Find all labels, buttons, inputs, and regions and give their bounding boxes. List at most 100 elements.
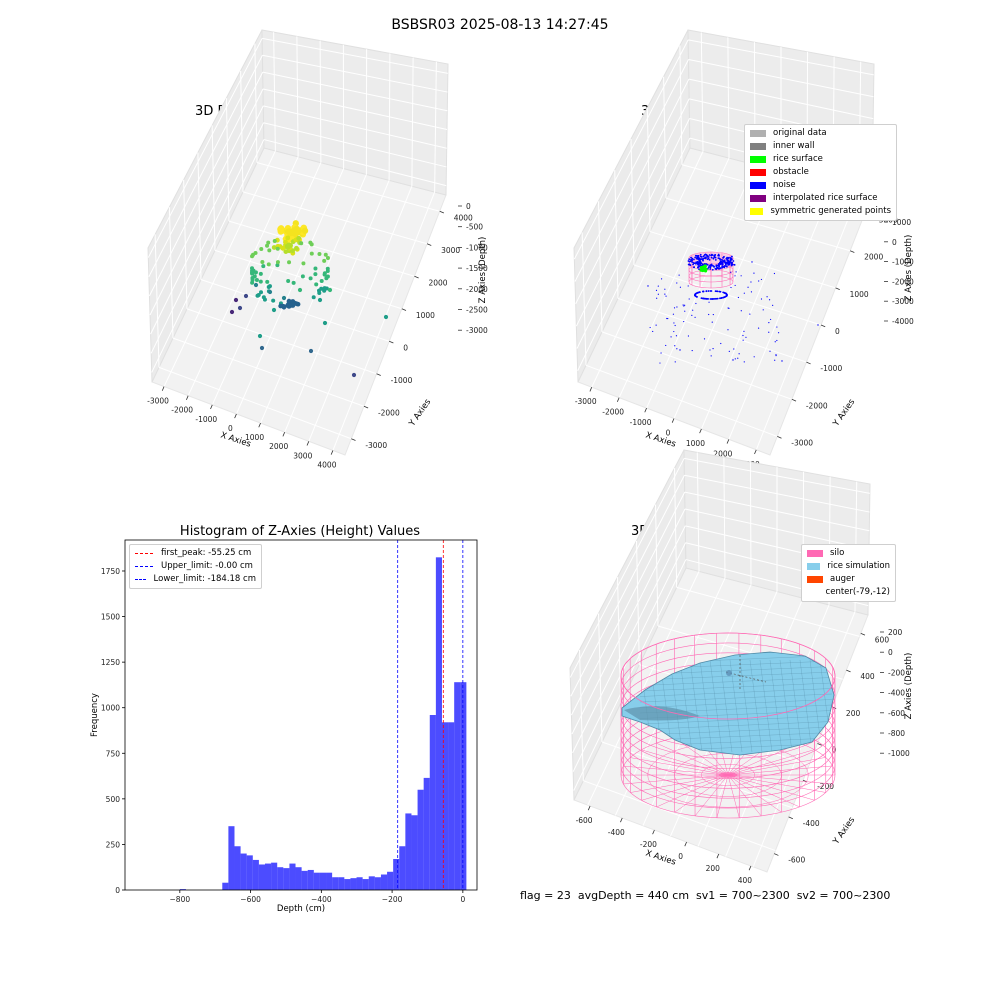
histogram-bar [411,815,418,890]
plot1-data-point [259,345,265,351]
plot2-noise-point [760,298,763,300]
plot2-x-tick-mark [726,439,730,444]
plot4-rice-mesh-line [799,659,813,753]
histogram-bar [435,557,442,890]
plot4-grid-line [569,458,685,678]
plot1-grid-line [242,191,428,245]
plot1-data-point [296,235,302,241]
plot1-x-tick-mark [306,441,310,446]
plot2-y-tick-label: -3000 [791,438,813,447]
plot1-data-point [271,298,276,303]
plot1-data-point [291,226,298,234]
plot1-data-point [267,289,273,295]
classify-legend-entry: interpolated rice surface [750,192,891,205]
plot1-data-point [299,241,304,246]
plot1-back-right-pane [261,29,449,196]
plot2-noise-point [774,359,776,361]
plot1-grid-line [235,168,345,415]
plot2-y-tick-label: 0 [835,327,840,336]
histogram-bar [393,859,400,890]
plot2-noise-point [652,330,654,333]
histogram-bar [399,846,406,890]
plot1-data-point [314,282,319,287]
plot2-noise-point [695,302,697,305]
histogram-bar [441,722,449,890]
plot4-x-tick-label: 400 [738,876,753,885]
legend-swatch [750,208,764,215]
plot4-rice-mesh-line [749,659,763,753]
plot4-z-tick-label: -400 [888,689,905,698]
plot2-noise-point [655,324,657,326]
plot2-noise-point [683,305,685,307]
plot2-noise-point [699,253,702,256]
plot1-grid-line [151,139,265,373]
plot2-noise-point [708,254,711,256]
plot1-data-point [301,261,306,266]
plot2-z-tick-label: -3000 [892,297,914,306]
plot1-y-tick-mark [426,243,432,246]
plot1-data-point [258,271,263,276]
histogram-bar [429,715,436,890]
plot2-noise-point [704,257,707,260]
plot4-x-tick-label: 200 [706,864,721,873]
plot2-y-tick-mark [806,361,811,365]
plot1-x-tick-label: 2000 [269,442,288,451]
plot1-x-tick-label: -3000 [147,397,169,406]
plot2-noise-point [693,266,695,269]
plot2-noise-point [709,268,712,270]
plot4-rice-shadow [624,706,700,721]
histogram-bar [417,789,424,890]
plot2-rice-surface-point [703,264,707,268]
plot2-x-tick-mark [754,449,757,455]
plot2-noise-point [750,291,753,293]
histogram-legend-entry: Lower_limit: -184.18 cm [135,573,256,586]
plot4-x-tick-label: -600 [576,816,593,825]
plot2-grid-line [574,59,689,282]
plot2-noise-point [714,259,717,261]
plot2-noise-point [688,298,690,300]
plot1-y-tick-label: 2000 [428,278,447,287]
plot2-noise-point [665,344,667,347]
plot1-data-point [250,266,255,271]
plot2-noise-point [743,292,745,294]
simulation-legend-entry: rice simulation [807,560,890,573]
plot4-x-tick-mark [620,817,623,823]
plot2-noise-point [757,327,760,329]
plot1-data-point [286,278,291,283]
plot2-x-tick-mark [589,387,593,392]
plot2-noise-point [724,292,727,295]
plot1-data-point [259,246,264,251]
histogram-y-axis-label: Frequency [90,693,100,737]
plot2-y-tick-label: 1000 [850,290,869,299]
plot2-x-tick-mark [644,407,647,413]
plot2-noise-point [657,285,659,287]
plot2-noise-point [676,306,678,308]
plot2-grid-line [577,137,691,372]
plot2-noise-point [691,259,693,262]
plot2-grid-line [618,157,730,398]
plot2-noise-point [675,335,678,337]
plot2-noise-point [679,286,681,288]
histogram-x-tick-label: −800 [170,895,191,904]
plot1-data-point [322,272,327,277]
legend-line-swatch [135,579,146,580]
plot4-z-tick-label: 0 [888,648,893,657]
histogram-bar [222,882,229,890]
plot1-data-point [319,278,324,283]
plot2-grid-line [679,45,683,165]
plot2-noise-point [694,316,696,318]
plot2-grid-line [646,164,756,409]
plot2-noise-point [733,348,735,350]
plot1-grid-line [263,105,447,149]
plot2-grid-line [663,76,667,199]
plot2-noise-point [700,297,703,300]
plot4-grid-line [570,475,685,697]
plot2-noise-point [773,272,776,275]
plot2-noise-point [727,260,730,262]
plot2-noise-point [714,297,717,300]
plot4-y-tick-label: 400 [860,672,875,681]
plot4-rice-mesh-line [679,659,693,753]
plot1-data-point [280,303,286,309]
plot2-grid-line [575,78,690,305]
histogram-bar [265,863,272,890]
